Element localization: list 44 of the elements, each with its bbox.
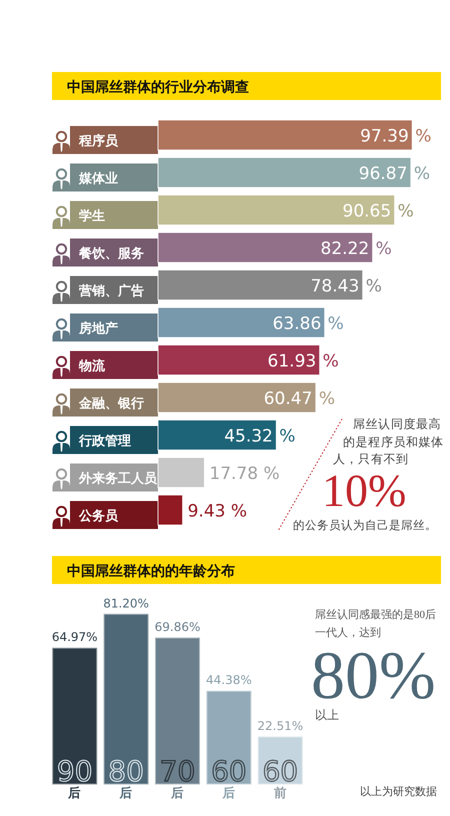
text: 屌丝认同感最强的是80后一代人，达到 <box>315 608 436 639</box>
data-label: 9.43 % <box>188 502 248 522</box>
x-tick-label: 70后 <box>160 755 196 800</box>
data-label: 63.86 % <box>272 314 344 334</box>
data-label: 97.39 % <box>360 126 432 146</box>
y-tick-label: 行政管理 <box>78 434 131 449</box>
x-tick-label: 80后 <box>108 755 144 800</box>
data-label: 60.47 % <box>264 389 335 409</box>
chart-title: 中国屌丝群体的行业分布调查 <box>67 80 249 96</box>
x-tick-label: 60后 <box>211 755 247 800</box>
data-label: 45.32 % <box>224 426 296 446</box>
x-tick-label: 90后 <box>56 755 93 800</box>
chart-title: 中国屌丝群体的的年龄分布 <box>67 564 235 580</box>
y-tick-label: 媒体业 <box>78 172 118 186</box>
bar <box>104 614 149 784</box>
annotation: 10% <box>322 465 406 516</box>
data-label: 90.65 % <box>342 202 414 222</box>
text: 以上为研究数据 <box>360 785 437 798</box>
data-label: 61.93 % <box>268 352 339 372</box>
x-tick-label: 60前 <box>262 755 298 800</box>
bar <box>158 494 184 526</box>
data-label: 44.38% <box>206 673 252 688</box>
bar <box>206 690 252 784</box>
data-label: 96.87 % <box>358 164 430 184</box>
annotation: 屌丝认同度最高的是程序员和媒体人，只有不到 <box>333 417 444 466</box>
bar <box>155 637 200 784</box>
y-tick-label: 金融、银行 <box>78 396 144 412</box>
y-tick-label: 餐饮、服务 <box>78 246 144 262</box>
y-tick-label: 公务员 <box>78 509 119 524</box>
y-tick-label: 程序员 <box>78 133 119 149</box>
y-tick-label: 营销、广告 <box>78 283 144 299</box>
annotation: 的公务员认为自己是屌丝。 <box>293 519 437 532</box>
data-label: 81.20% <box>103 596 149 610</box>
data-label: 17.78 % <box>209 464 280 484</box>
bar <box>52 648 98 784</box>
y-tick-label: 学生 <box>79 209 105 224</box>
data-label: 78.43 % <box>310 276 382 296</box>
y-tick-label: 房地产 <box>78 320 118 336</box>
data-label: 64.97% <box>52 630 98 644</box>
y-tick-label: 外来务工人员 <box>78 472 158 486</box>
data-label: 82.22 % <box>320 239 392 259</box>
y-tick-label: 物流 <box>78 358 106 374</box>
data-label: 22.51% <box>257 718 304 733</box>
data-label: 69.86% <box>154 620 200 634</box>
